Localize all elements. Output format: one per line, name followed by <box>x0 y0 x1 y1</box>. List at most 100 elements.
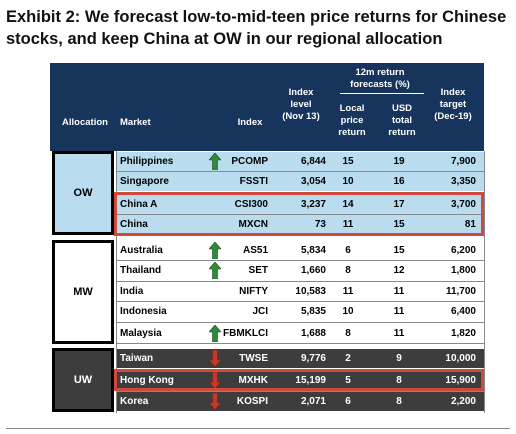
header-market: Market <box>120 117 151 128</box>
index-target: 3,350 <box>450 176 476 187</box>
index-target: 6,400 <box>450 306 476 317</box>
market-name: Taiwan <box>120 353 154 364</box>
usd-return: 11 <box>393 286 405 297</box>
row-divider <box>116 301 484 302</box>
local-return: 5 <box>345 375 351 386</box>
china-highlight-box <box>114 192 484 236</box>
market-name: India <box>120 286 144 297</box>
down-arrow-icon <box>209 393 221 410</box>
index-code: JCI <box>252 306 268 317</box>
index-target: 11,700 <box>445 286 476 297</box>
market-name: China A <box>120 199 158 210</box>
usd-return: 12 <box>393 265 405 276</box>
table-row: Hong Kong MXHK 15,199 5 8 15,900 <box>116 371 484 390</box>
local-return: 11 <box>342 219 354 230</box>
usd-return: 9 <box>396 353 402 364</box>
index-target: 1,820 <box>450 328 476 339</box>
local-return: 6 <box>345 245 351 256</box>
row-divider <box>116 391 484 392</box>
index-target: 2,200 <box>450 396 476 407</box>
index-level: 5,834 <box>300 245 326 256</box>
index-code: MXCN <box>238 219 268 230</box>
table-row: Taiwan TWSE 9,776 2 9 10,000 <box>116 349 484 368</box>
local-return: 11 <box>342 286 354 297</box>
market-name: Hong Kong <box>120 375 174 386</box>
index-level: 10,583 <box>295 286 326 297</box>
index-level: 6,844 <box>300 156 326 167</box>
table-row: China A CSI300 3,237 14 17 3,700 <box>116 195 484 214</box>
exhibit-title: Exhibit 2: We forecast low-to-mid-teen p… <box>6 8 507 48</box>
down-arrow-icon <box>209 372 221 389</box>
index-target: 1,800 <box>450 265 476 276</box>
header-local-return: Local price return <box>338 103 366 138</box>
local-return: 10 <box>342 176 354 187</box>
up-arrow-icon <box>209 242 221 259</box>
header-target: Index target (Dec-19) <box>434 87 472 122</box>
header-usd-return: USD total return <box>388 103 416 138</box>
index-target: 7,900 <box>450 156 476 167</box>
usd-return: 11 <box>393 328 405 339</box>
allocation-uw-box: UW <box>52 348 114 412</box>
usd-return: 17 <box>393 199 405 210</box>
usd-return: 15 <box>393 219 405 230</box>
index-code: PCOMP <box>231 156 268 167</box>
index-code: TWSE <box>239 353 268 364</box>
index-target: 15,900 <box>445 375 476 386</box>
table-row: India NIFTY 10,583 11 11 11,700 <box>116 282 484 301</box>
usd-return: 16 <box>393 176 405 187</box>
allocation-ow-box: OW <box>52 151 114 235</box>
local-return: 6 <box>345 396 351 407</box>
usd-return: 8 <box>396 375 402 386</box>
local-return: 15 <box>342 156 354 167</box>
local-return: 10 <box>342 306 354 317</box>
local-return: 2 <box>345 353 351 364</box>
index-code: FBMKLCI <box>223 328 268 339</box>
index-code: FSSTI <box>239 176 268 187</box>
index-level: 1,688 <box>300 328 326 339</box>
index-target: 10,000 <box>445 353 476 364</box>
market-name: Thailand <box>120 265 162 276</box>
row-divider <box>116 214 484 215</box>
market-name: Singapore <box>120 176 169 187</box>
index-level: 3,237 <box>300 199 326 210</box>
index-level: 73 <box>314 219 326 230</box>
market-name: Australia <box>120 245 163 256</box>
column-divider <box>484 151 485 413</box>
local-return: 8 <box>345 328 351 339</box>
table-row: Malaysia FBMKLCI 1,688 8 11 1,820 <box>116 324 484 343</box>
row-divider <box>116 281 484 282</box>
row-divider <box>116 343 484 344</box>
index-level: 5,835 <box>300 306 326 317</box>
market-name: Korea <box>120 396 149 407</box>
market-name: China <box>120 219 148 230</box>
table-row: China MXCN 73 11 15 81 <box>116 215 484 234</box>
index-level: 9,776 <box>300 353 326 364</box>
header-forecast-group: 12m return forecasts (%) <box>350 67 410 90</box>
market-name: Philippines <box>120 156 174 167</box>
index-code: SET <box>248 265 268 276</box>
down-arrow-icon <box>209 350 221 367</box>
index-code: KOSPI <box>236 396 268 407</box>
row-divider <box>116 260 484 261</box>
usd-return: 19 <box>393 156 405 167</box>
hong-kong-highlight-box <box>114 369 484 391</box>
index-code: AS51 <box>242 245 268 256</box>
row-divider <box>116 322 484 323</box>
table-header: Allocation Market Index Index level (Nov… <box>50 63 484 151</box>
up-arrow-icon <box>209 325 221 342</box>
bottom-rule <box>6 428 510 429</box>
index-target: 3,700 <box>450 199 476 210</box>
allocation-mw-box: MW <box>52 240 114 344</box>
index-code: MXHK <box>238 375 268 386</box>
up-arrow-icon <box>209 262 221 279</box>
table-row: Korea KOSPI 2,071 6 8 2,200 <box>116 392 484 411</box>
usd-return: 8 <box>396 396 402 407</box>
local-return: 14 <box>342 199 354 210</box>
index-code: NIFTY <box>239 286 268 297</box>
column-divider <box>116 151 117 413</box>
table-row: Singapore FSSTI 3,054 10 16 3,350 <box>116 172 484 191</box>
local-return: 8 <box>345 265 351 276</box>
forecast-group-underline <box>340 93 424 94</box>
row-divider <box>116 171 484 172</box>
market-name: Indonesia <box>120 306 167 317</box>
